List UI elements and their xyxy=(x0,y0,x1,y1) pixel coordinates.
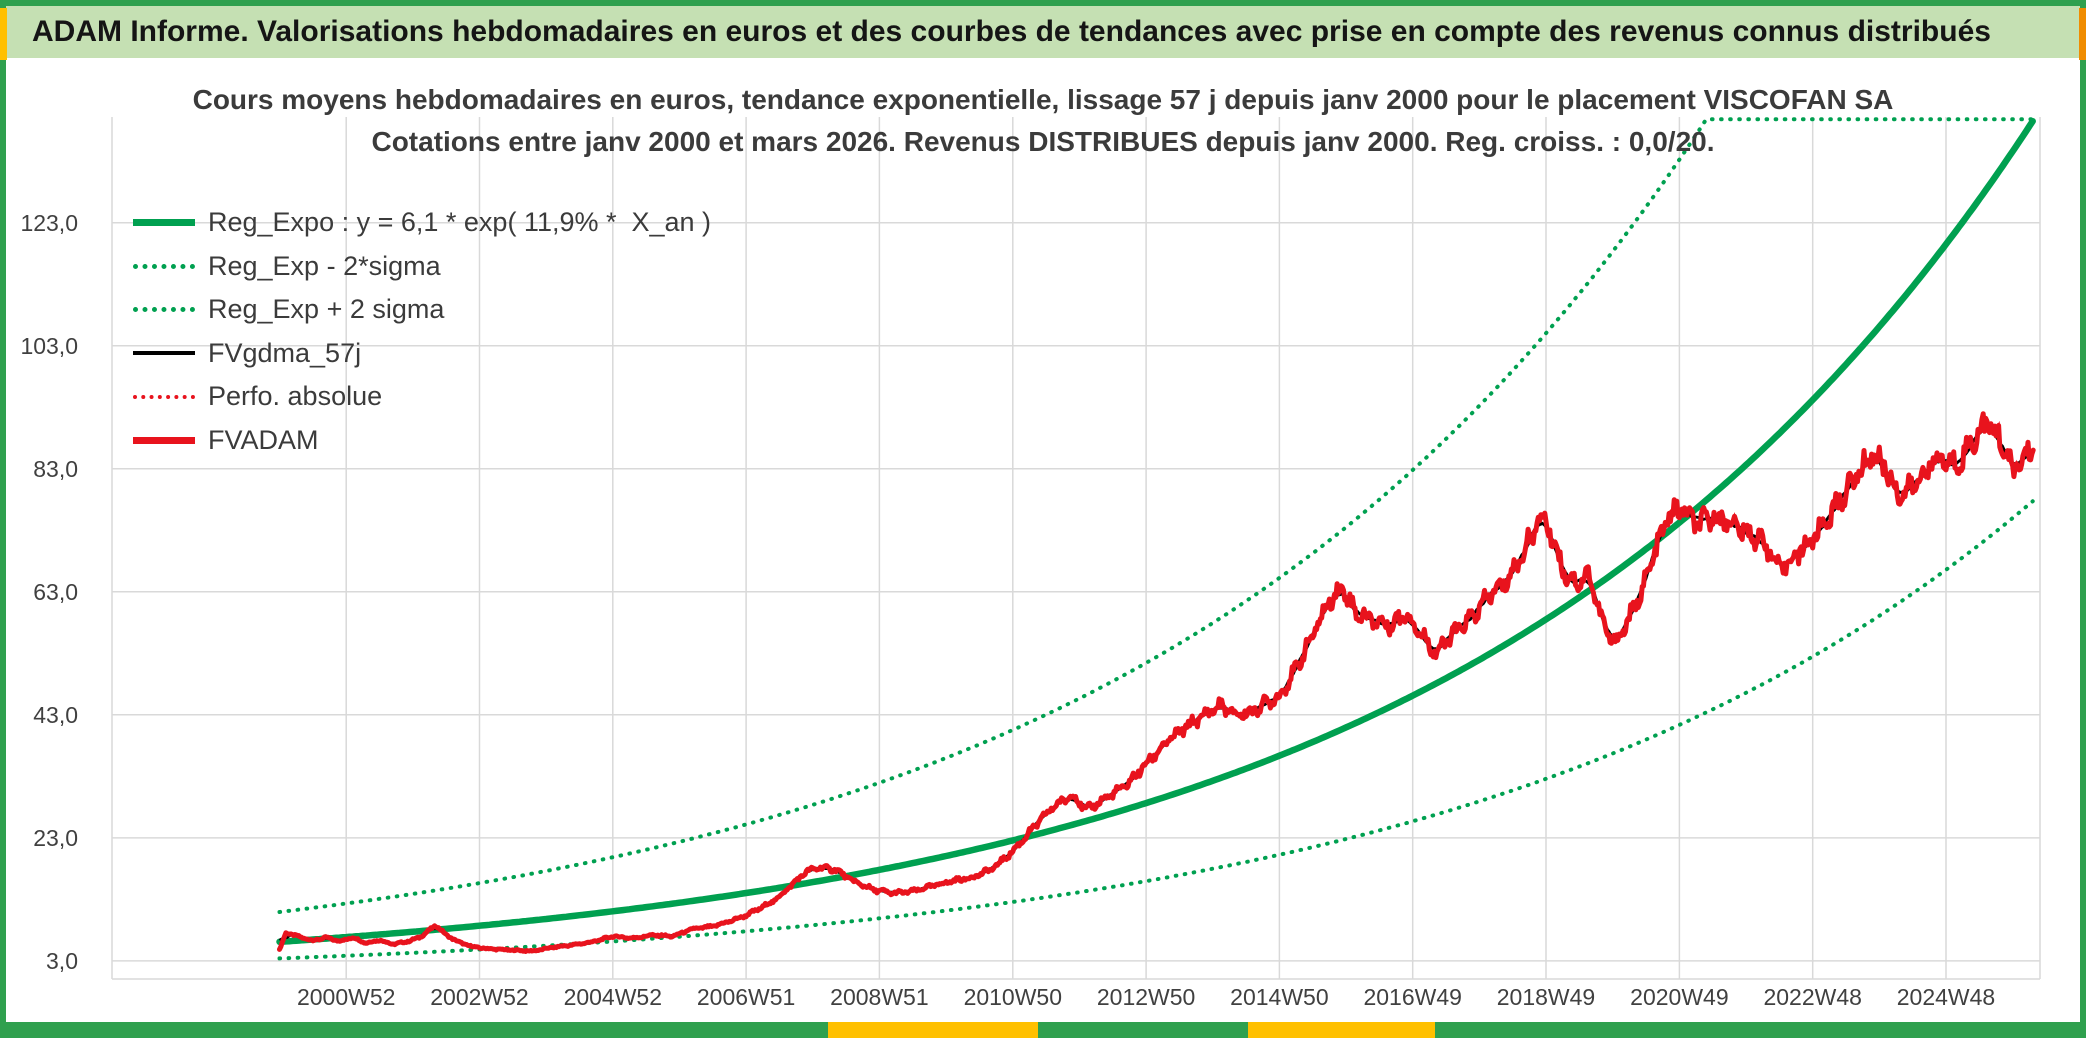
legend-item-reg-minus-2sigma: Reg_Exp - 2*sigma xyxy=(133,245,711,289)
svg-text:2020W49: 2020W49 xyxy=(1630,984,1728,1010)
series-reg-expo xyxy=(276,117,2036,946)
series-perfo-absolue xyxy=(278,413,2035,953)
svg-text:103,0: 103,0 xyxy=(20,333,78,359)
header-band: ADAM Informe. Valorisations hebdomadaire… xyxy=(6,6,2080,58)
legend-line-solid-red-icon xyxy=(133,436,195,444)
svg-text:43,0: 43,0 xyxy=(33,702,78,728)
svg-text:23,0: 23,0 xyxy=(33,825,78,851)
bottom-bar-yellow-segment xyxy=(1248,1022,1435,1038)
chart-legend: Reg_Expo : y = 6,1 * exp( 11,9% * X_an )… xyxy=(133,201,711,462)
legend-label: FVgdma_57j xyxy=(208,337,362,368)
legend-line-dotted-green-icon xyxy=(133,307,195,313)
svg-text:2010W50: 2010W50 xyxy=(964,984,1062,1010)
svg-text:2006W51: 2006W51 xyxy=(697,984,795,1010)
legend-label: Reg_Exp + 2 sigma xyxy=(208,294,445,325)
svg-text:2000W52: 2000W52 xyxy=(297,984,395,1010)
legend-item-fvadam: FVADAM xyxy=(133,419,711,463)
svg-text:2024W48: 2024W48 xyxy=(1897,984,1995,1010)
legend-line-solid-green-icon xyxy=(133,219,195,227)
corner-accent-orange-icon xyxy=(2079,8,2086,60)
chart-series xyxy=(276,117,2036,961)
svg-text:2012W50: 2012W50 xyxy=(1097,984,1195,1010)
svg-text:2008W51: 2008W51 xyxy=(830,984,928,1010)
series-reg-plus-2sigma xyxy=(277,117,2035,914)
series-fvadam xyxy=(277,411,2036,954)
legend-item-reg-expo: Reg_Expo : y = 6,1 * exp( 11,9% * X_an ) xyxy=(133,201,711,245)
y-axis-labels: 3,0 23,0 43,0 63,0 83,0 103,0 123,0 xyxy=(20,210,78,974)
legend-line-dotted-red-icon xyxy=(133,394,195,399)
legend-label: Reg_Exp - 2*sigma xyxy=(208,250,441,281)
svg-text:83,0: 83,0 xyxy=(33,456,78,482)
legend-line-solid-black-icon xyxy=(133,351,195,356)
svg-text:2022W48: 2022W48 xyxy=(1763,984,1861,1010)
svg-text:123,0: 123,0 xyxy=(20,210,78,236)
legend-label: FVADAM xyxy=(208,424,319,455)
svg-text:2002W52: 2002W52 xyxy=(430,984,528,1010)
svg-text:2016W49: 2016W49 xyxy=(1363,984,1461,1010)
corner-accent-yellow-icon xyxy=(0,8,7,60)
header-title: ADAM Informe. Valorisations hebdomadaire… xyxy=(32,15,1991,48)
legend-label: Reg_Expo : y = 6,1 * exp( 11,9% * X_an ) xyxy=(208,207,712,238)
legend-label: Perfo. absolue xyxy=(208,381,383,412)
legend-item-perfo-absolue: Perfo. absolue xyxy=(133,375,711,419)
legend-line-dotted-green-icon xyxy=(133,263,195,269)
svg-text:2004W52: 2004W52 xyxy=(564,984,662,1010)
grid-lines xyxy=(111,117,2041,980)
legend-item-fvgdma: FVgdma_57j xyxy=(133,332,711,376)
series-reg-minus-2sigma xyxy=(277,499,2035,961)
x-axis-labels: 2000W52 2002W52 2004W52 2006W51 2008W51 2010W… xyxy=(297,984,1995,1010)
bottom-bar-yellow-segment xyxy=(828,1022,1038,1038)
svg-text:63,0: 63,0 xyxy=(33,579,78,605)
legend-item-reg-plus-2sigma: Reg_Exp + 2 sigma xyxy=(133,288,711,332)
bottom-bar xyxy=(0,1022,2086,1038)
svg-text:2014W50: 2014W50 xyxy=(1230,984,1328,1010)
svg-text:2018W49: 2018W49 xyxy=(1497,984,1595,1010)
svg-text:3,0: 3,0 xyxy=(46,948,78,974)
